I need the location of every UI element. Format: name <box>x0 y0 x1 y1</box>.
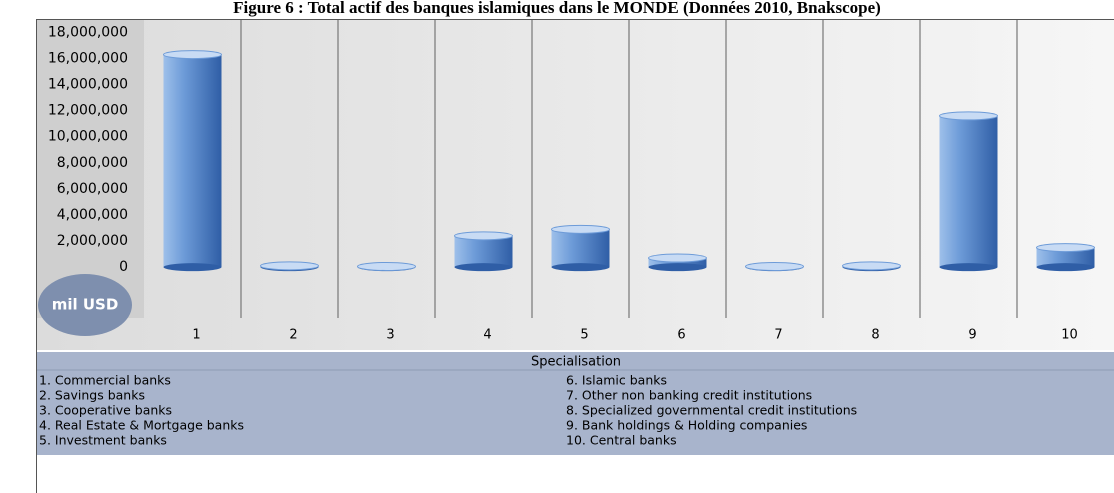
bar <box>454 235 513 268</box>
bar-cap <box>260 261 319 271</box>
x-tick-label: 9 <box>968 328 976 343</box>
legend-item: 9. Bank holdings & Holding companies <box>566 418 807 433</box>
unit-label: mil USD <box>52 296 119 314</box>
legend-item: 8. Specialized governmental credit insti… <box>566 403 857 418</box>
bar-cap <box>551 224 610 234</box>
bar-cap <box>454 231 513 241</box>
y-tick-label: 18,000,000 <box>48 24 128 40</box>
bar-cap <box>357 261 416 271</box>
chart-title: Figure 6 : Total actif des banques islam… <box>233 0 881 17</box>
legend-item: 4. Real Estate & Mortgage banks <box>39 418 244 433</box>
bar-base <box>648 263 707 272</box>
unit-badge <box>38 274 132 336</box>
bar-base <box>163 263 222 272</box>
bar-cap <box>1036 243 1095 253</box>
bar-cap <box>745 261 804 271</box>
y-tick-label: 8,000,000 <box>57 155 128 171</box>
y-tick-label: 0 <box>119 259 128 275</box>
bar-base <box>454 263 513 272</box>
x-tick-label: 7 <box>774 328 782 343</box>
bar <box>1036 247 1095 268</box>
bar <box>551 229 610 268</box>
legend-panel <box>37 352 1114 455</box>
x-tick-label: 1 <box>192 328 200 343</box>
bar <box>163 54 222 268</box>
bar-cap <box>939 111 998 121</box>
bar <box>939 115 998 268</box>
x-tick-label: 8 <box>871 328 879 343</box>
bar-base <box>939 263 998 272</box>
y-tick-label: 6,000,000 <box>57 181 128 197</box>
y-tick-label: 2,000,000 <box>57 233 128 249</box>
bar-cap <box>648 253 707 263</box>
x-tick-label: 5 <box>580 328 588 343</box>
bar-cap <box>163 50 222 60</box>
legend-item: 5. Investment banks <box>39 433 167 448</box>
y-tick-label: 10,000,000 <box>48 129 128 145</box>
y-axis-panel <box>37 20 144 318</box>
legend-item: 3. Cooperative banks <box>39 403 172 418</box>
legend-item: 10. Central banks <box>566 433 677 448</box>
x-tick-label: 3 <box>386 328 394 343</box>
x-tick-label: 10 <box>1061 328 1078 343</box>
x-tick-label: 6 <box>677 328 685 343</box>
y-tick-label: 4,000,000 <box>57 207 128 223</box>
x-tick-label: 4 <box>483 328 491 343</box>
legend-item: 1. Commercial banks <box>39 373 171 388</box>
y-tick-label: 14,000,000 <box>48 77 128 93</box>
legend-item: 6. Islamic banks <box>566 373 667 388</box>
y-tick-label: 12,000,000 <box>48 103 128 119</box>
bar <box>648 258 707 268</box>
legend-item: 7. Other non banking credit institutions <box>566 388 812 403</box>
bar-base <box>1036 263 1095 272</box>
y-tick-label: 16,000,000 <box>48 51 128 67</box>
bar-base <box>551 263 610 272</box>
bar-cap <box>842 261 901 271</box>
legend-item: 2. Savings banks <box>39 388 145 403</box>
legend-title: Specialisation <box>531 355 621 370</box>
x-tick-label: 2 <box>289 328 297 343</box>
